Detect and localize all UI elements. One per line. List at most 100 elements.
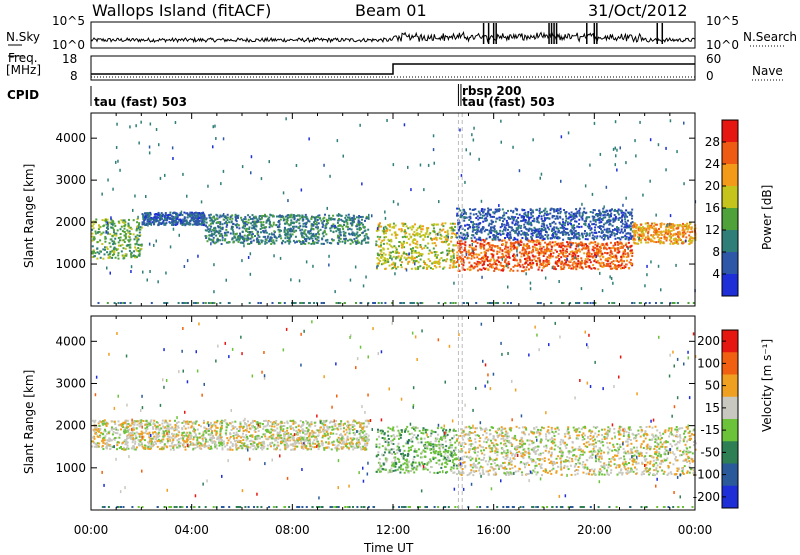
echo-cell xyxy=(423,260,425,262)
echo-cell xyxy=(470,152,472,155)
echo-cell xyxy=(439,259,441,261)
echo-cell xyxy=(289,233,291,235)
echo-cell xyxy=(463,210,465,212)
echo-cell xyxy=(208,214,210,216)
echo-cell xyxy=(591,256,593,258)
echo-cell xyxy=(352,234,354,236)
echo-cell xyxy=(285,117,287,120)
echo-cell xyxy=(576,245,578,247)
echo-cell xyxy=(469,269,471,271)
echo-cell xyxy=(292,233,294,235)
echo-cell xyxy=(312,242,314,244)
echo-cell xyxy=(231,214,233,216)
echo-cell xyxy=(625,237,627,239)
y-tick-label: 2000 xyxy=(55,215,86,229)
echo-cell xyxy=(471,240,473,242)
echo-cell xyxy=(516,239,518,241)
nsky-trace xyxy=(91,32,695,42)
echo-cell xyxy=(515,208,517,210)
echo-cell xyxy=(93,238,95,240)
echo-cell xyxy=(125,253,127,255)
echo-cell xyxy=(608,302,610,304)
echo-cell xyxy=(412,241,414,243)
echo-cell xyxy=(199,220,201,222)
echo-cell xyxy=(129,125,131,128)
echo-cell xyxy=(516,224,518,226)
echo-cell xyxy=(485,229,487,231)
freq-trace xyxy=(91,64,695,74)
echo-cell xyxy=(688,227,690,229)
echo-cell xyxy=(387,248,389,250)
echo-cell xyxy=(361,182,363,185)
echo-cell xyxy=(456,208,458,210)
echo-cell xyxy=(160,177,162,180)
echo-cell xyxy=(473,127,475,130)
echo-cell xyxy=(593,209,595,211)
echo-cell xyxy=(136,229,138,231)
echo-cell xyxy=(585,212,587,214)
echo-cell xyxy=(519,266,521,268)
echo-cell xyxy=(565,245,567,247)
echo-cell xyxy=(318,214,320,216)
echo-cell xyxy=(98,228,100,230)
echo-cell xyxy=(555,223,557,225)
echo-cell xyxy=(535,229,537,231)
echo-cell xyxy=(337,220,339,222)
echo-cell xyxy=(479,217,481,219)
echo-cell xyxy=(569,253,571,255)
echo-cell xyxy=(285,219,287,221)
echo-cell xyxy=(639,237,641,240)
echo-cell xyxy=(539,235,541,237)
echo-cell xyxy=(534,246,536,248)
echo-cell xyxy=(303,232,305,234)
echo-cell xyxy=(610,213,612,215)
echo-cell xyxy=(122,302,124,304)
echo-cell xyxy=(353,238,355,240)
echo-cell xyxy=(136,221,138,223)
echo-cell xyxy=(682,225,684,227)
echo-cell xyxy=(176,215,178,217)
echo-cell xyxy=(475,240,477,242)
echo-cell xyxy=(383,231,385,233)
echo-cell xyxy=(585,238,587,240)
echo-cell xyxy=(248,256,250,259)
echo-cell xyxy=(588,250,590,252)
echo-cell xyxy=(429,260,431,262)
echo-cell xyxy=(115,235,117,237)
echo-cell xyxy=(273,224,275,226)
echo-cell xyxy=(629,211,631,214)
echo-cell xyxy=(559,212,561,214)
echo-cell xyxy=(487,269,489,271)
echo-cell xyxy=(639,229,641,231)
echo-cell xyxy=(583,245,585,247)
echo-cell xyxy=(478,211,480,213)
echo-cell xyxy=(514,247,516,249)
echo-cell xyxy=(612,256,614,258)
echo-cell xyxy=(138,250,140,252)
echo-cell xyxy=(347,240,349,242)
echo-cell xyxy=(470,221,472,223)
echo-cell xyxy=(322,224,324,226)
echo-cell xyxy=(541,248,543,250)
echo-cell xyxy=(395,250,397,252)
echo-cell xyxy=(619,243,621,245)
echo-cell xyxy=(491,223,493,225)
echo-cell xyxy=(360,228,362,230)
echo-cell xyxy=(617,210,619,212)
echo-cell xyxy=(670,214,672,217)
echo-cell xyxy=(690,236,692,238)
echo-cell xyxy=(589,243,591,245)
echo-cell xyxy=(493,250,495,252)
echo-cell xyxy=(314,425,316,427)
echo-cell xyxy=(668,229,670,231)
echo-cell xyxy=(428,253,430,255)
echo-cell xyxy=(530,236,532,238)
echo-cell xyxy=(550,302,552,304)
echo-cell xyxy=(378,302,380,304)
echo-cell xyxy=(212,216,214,218)
echo-cell xyxy=(517,217,519,219)
echo-cell xyxy=(578,219,580,221)
echo-cell xyxy=(597,243,599,245)
echo-cell xyxy=(593,223,595,225)
echo-cell xyxy=(452,249,454,252)
